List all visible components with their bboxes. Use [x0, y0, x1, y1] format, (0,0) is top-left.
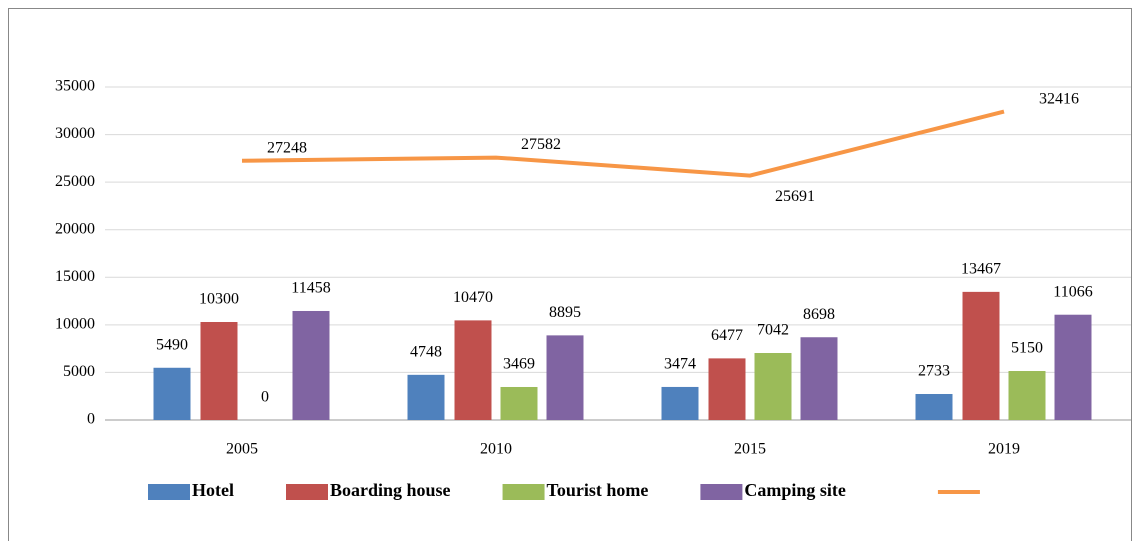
bar — [708, 358, 746, 420]
legend-label: Tourist home — [547, 480, 649, 500]
data-label: 3469 — [503, 356, 535, 373]
x-tick-label: 2015 — [734, 441, 766, 458]
data-label: 3474 — [664, 356, 696, 373]
y-tick-label: 20000 — [55, 220, 95, 237]
line — [241, 109, 1005, 178]
bar — [153, 367, 191, 420]
bar — [1054, 314, 1092, 420]
legend-label: Camping site — [744, 480, 846, 500]
bar — [661, 386, 699, 420]
data-label: 11066 — [1053, 283, 1092, 300]
bar — [754, 353, 792, 420]
x-tick-label: 2005 — [226, 441, 258, 458]
bar — [915, 393, 953, 420]
data-label: 25691 — [775, 188, 815, 205]
legend-swatch — [700, 484, 743, 500]
y-tick-label: 15000 — [55, 268, 95, 285]
bar — [800, 337, 838, 420]
data-label: 13467 — [961, 261, 1001, 278]
y-tick-label: 0 — [87, 411, 95, 428]
data-label: 8698 — [803, 306, 835, 323]
data-label: 2733 — [918, 363, 950, 380]
data-label: 27248 — [267, 139, 307, 156]
data-label: 5150 — [1011, 340, 1043, 357]
data-label: 32416 — [1039, 90, 1079, 107]
data-label: 11458 — [291, 280, 330, 297]
bar — [454, 320, 492, 420]
data-label: 27582 — [521, 136, 561, 153]
y-tick-label: 30000 — [55, 125, 95, 142]
data-label: 10300 — [199, 291, 239, 308]
y-tick-label: 10000 — [55, 316, 95, 333]
legend-swatch — [148, 484, 190, 500]
bar — [200, 322, 238, 420]
chart-border — [8, 8, 1132, 541]
bar — [546, 335, 584, 420]
x-tick-label: 2010 — [480, 441, 512, 458]
y-tick-label: 35000 — [55, 78, 95, 95]
data-label: 10470 — [453, 289, 493, 306]
data-label: 5490 — [156, 336, 188, 353]
legend-swatch — [286, 484, 328, 500]
x-tick-label: 2019 — [988, 441, 1020, 458]
data-label: 7042 — [757, 322, 789, 339]
y-tick-label: 25000 — [55, 173, 95, 190]
y-tick-label: 5000 — [63, 363, 95, 380]
bar — [1008, 371, 1046, 420]
legend-label: Hotel — [192, 480, 234, 500]
legend-swatch — [502, 484, 545, 500]
bar — [407, 374, 445, 420]
legend-label: Boarding house — [330, 480, 451, 500]
bar — [500, 386, 538, 420]
data-label: 8895 — [549, 304, 581, 321]
bar — [962, 291, 1000, 420]
data-label: 0 — [261, 389, 269, 406]
data-label: 4748 — [410, 343, 442, 360]
data-label: 6477 — [711, 327, 743, 344]
bar — [292, 310, 330, 420]
